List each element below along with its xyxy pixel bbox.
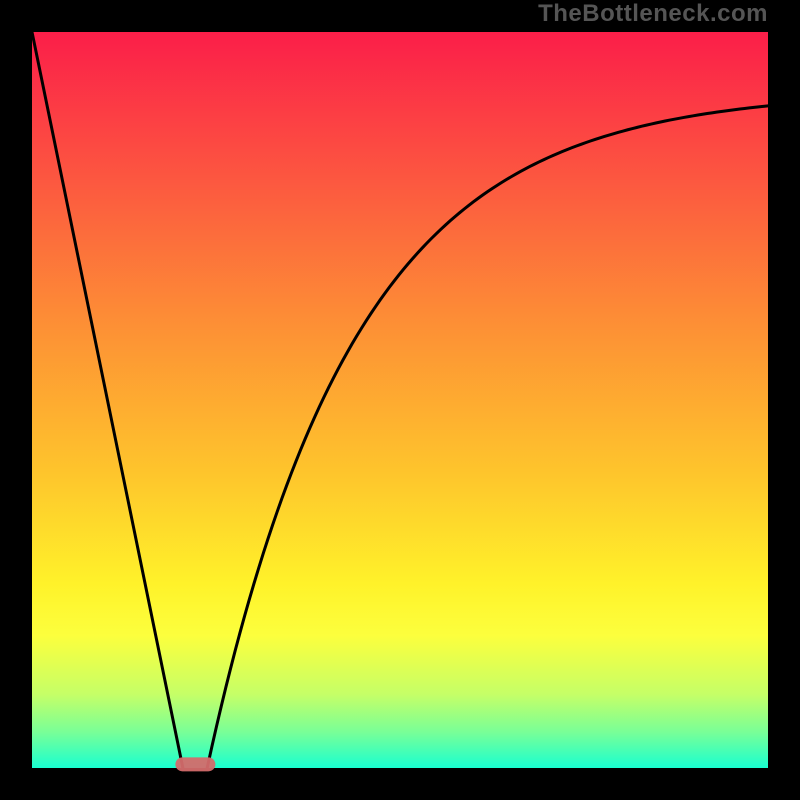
optimal-marker — [175, 757, 215, 771]
chart-svg — [0, 0, 800, 800]
plot-background — [32, 32, 768, 768]
watermark-text: TheBottleneck.com — [538, 0, 768, 28]
chart-wrapper: TheBottleneck.com — [0, 0, 800, 800]
